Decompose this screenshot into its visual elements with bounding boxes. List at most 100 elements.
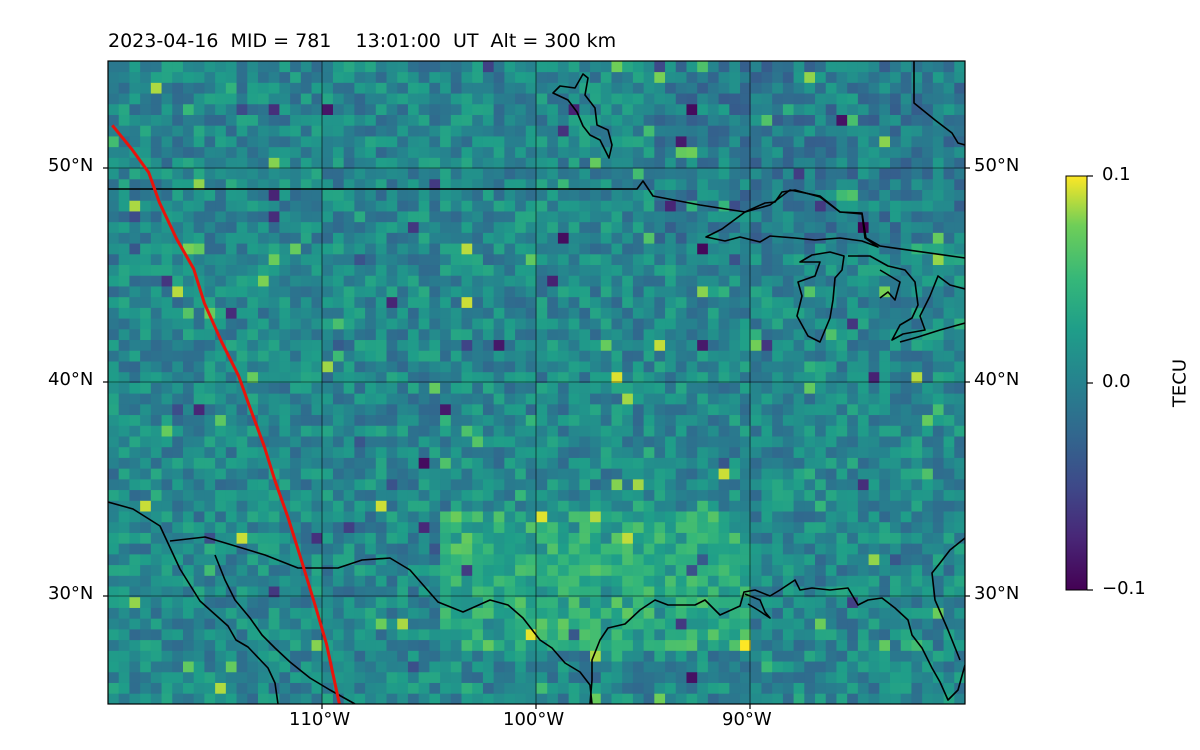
tec-cell [354, 71, 366, 83]
tec-cell [257, 275, 270, 287]
tec-cell [332, 71, 345, 83]
tec-cell [557, 253, 570, 266]
tec-cell [193, 618, 205, 630]
tec-cell [675, 382, 687, 394]
tec-cell [450, 607, 462, 619]
tec-cell [247, 693, 259, 704]
tec-cell [118, 232, 130, 244]
tec-cell [761, 564, 773, 576]
tec-cell [932, 436, 944, 448]
tec-cell [375, 607, 387, 619]
tec-cell [515, 125, 527, 137]
tec-cell [193, 468, 205, 480]
tec-cell [311, 414, 323, 426]
tec-cell [718, 671, 730, 683]
tec-cell [268, 328, 280, 341]
tec-cell [782, 532, 794, 544]
tec-cell [215, 328, 227, 341]
tec-cell [225, 393, 237, 405]
tec-cell [332, 628, 345, 641]
tec-cell [557, 693, 570, 704]
tec-cell [793, 511, 805, 523]
tec-cell [729, 339, 741, 351]
tec-cell [493, 350, 505, 362]
tec-cell [332, 543, 345, 555]
tec-cell [375, 286, 387, 298]
tec-cell [140, 478, 152, 491]
tec-cell [815, 489, 827, 501]
tec-cell [311, 211, 323, 223]
tec-cell [193, 125, 205, 137]
tec-cell [386, 650, 398, 662]
tec-cell [772, 618, 784, 630]
tec-cell [504, 114, 516, 126]
tec-cell [665, 243, 677, 255]
tec-cell [461, 253, 473, 266]
tec-cell [129, 339, 141, 351]
tec-cell [193, 586, 205, 598]
tec-cell [697, 146, 709, 158]
tec-cell [343, 361, 355, 373]
tec-cell [225, 232, 237, 244]
tec-cell [108, 639, 120, 651]
tec-cell [568, 446, 580, 458]
tec-cell [632, 136, 645, 148]
tec-cell [815, 253, 827, 266]
tec-cell [943, 446, 955, 458]
tec-cell [632, 243, 645, 255]
tec-cell [225, 500, 237, 512]
tec-cell [632, 146, 645, 158]
tec-cell [279, 221, 291, 233]
tec-cell [354, 650, 366, 662]
tec-cell [515, 489, 527, 501]
tec-cell [279, 157, 291, 169]
tec-cell [450, 382, 462, 394]
tec-cell [943, 382, 955, 394]
tec-cell [568, 425, 580, 437]
tec-cell [772, 339, 784, 351]
tec-cell [129, 371, 141, 383]
tec-cell [761, 403, 773, 416]
tec-cell [675, 103, 687, 115]
tec-cell [922, 243, 934, 255]
tec-cell [343, 264, 355, 276]
tec-cell [954, 628, 965, 641]
tec-cell [772, 307, 784, 319]
tec-cell [290, 436, 302, 448]
us-mexico-border [169, 536, 593, 704]
tec-cell [836, 446, 848, 458]
tec-cell [354, 328, 366, 341]
tec-cell [300, 146, 312, 158]
tec-cell [450, 414, 462, 426]
tec-cell [140, 200, 152, 212]
tec-cell [922, 221, 934, 233]
tec-cell [482, 307, 495, 319]
tec-cell [182, 382, 195, 394]
tec-cell [740, 318, 752, 330]
tec-cell [118, 564, 130, 576]
tec-cell [568, 553, 580, 566]
tec-cell [268, 318, 280, 330]
tec-cell [761, 478, 773, 491]
tec-cell [815, 350, 827, 362]
tec-cell [686, 93, 698, 105]
tec-cell [354, 575, 366, 587]
tec-cell [386, 425, 398, 437]
tec-cell [557, 553, 570, 566]
tec-cell [300, 361, 312, 373]
tec-cell [740, 361, 752, 373]
tec-cell [579, 553, 591, 566]
tec-cell [815, 403, 827, 416]
tec-cell [547, 307, 559, 319]
tec-cell [140, 436, 152, 448]
tec-cell [343, 511, 355, 523]
tec-cell [632, 607, 645, 619]
tec-cell [493, 371, 505, 383]
tec-cell [911, 200, 923, 212]
tec-cell [943, 275, 955, 287]
tec-cell [761, 125, 773, 137]
tec-cell [375, 82, 387, 94]
tec-cell [557, 178, 570, 190]
tec-cell [365, 446, 377, 458]
tec-cell [461, 500, 473, 512]
